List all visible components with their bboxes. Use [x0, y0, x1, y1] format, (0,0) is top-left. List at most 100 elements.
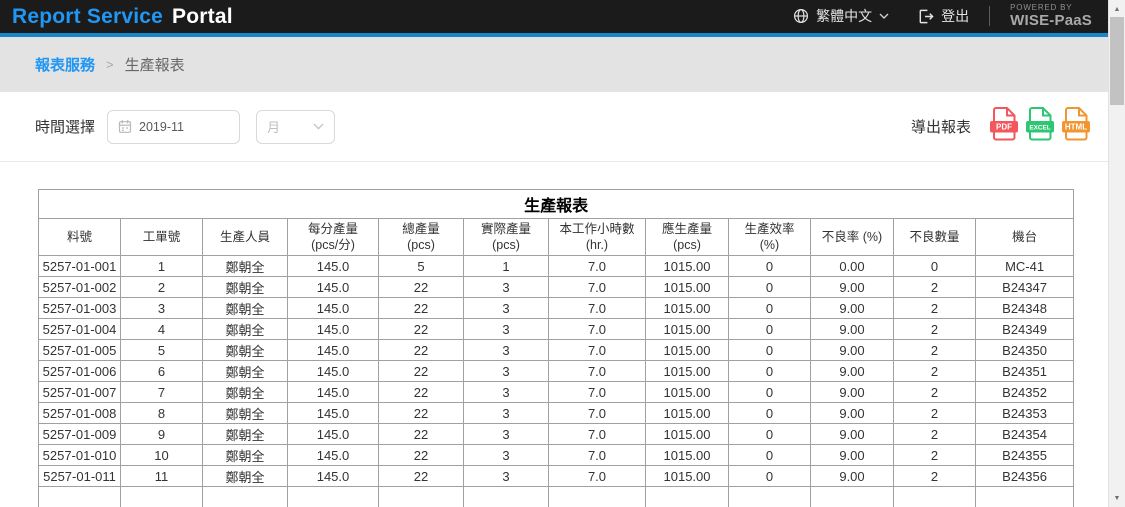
table-cell: 2: [893, 339, 976, 361]
table-cell: [893, 486, 976, 507]
brand-primary: Report Service: [12, 4, 164, 28]
table-cell: 1015.00: [645, 318, 729, 340]
table-cell: 5: [378, 255, 464, 277]
table-cell: 0: [728, 423, 811, 445]
table-cell: 鄭朝全: [202, 423, 288, 445]
table-cell: 7.0: [548, 381, 646, 403]
table-cell: B24354: [974, 423, 1075, 445]
top-bar-right: 繁體中文 登出 POWERED BY WIS: [793, 4, 1098, 28]
period-select[interactable]: 月: [256, 109, 336, 144]
table-cell: 2: [893, 381, 976, 403]
table-cell: 0: [728, 318, 811, 340]
column-header: 工單號: [120, 218, 203, 256]
column-header: 實際產量 (pcs): [463, 218, 549, 256]
table-cell: 1015.00: [645, 465, 729, 487]
scroll-down-button[interactable]: ▼: [1113, 494, 1121, 502]
report-table-container: 生產報表 料號 工單號 生產人員 每分產量 (pcs/分) 總產量 (pcs) 實際產量 …: [0, 162, 1108, 507]
table-cell: 3: [463, 465, 549, 487]
table-row: 5257-01-005 5 鄭朝全 145.0 22 3 7.0 1015.00 0 9.00 2 B…: [38, 339, 1075, 361]
table-cell: 5257-01-007: [38, 381, 121, 403]
table-cell: 22: [378, 318, 464, 340]
export-excel-button[interactable]: EXCEL: [1025, 107, 1055, 141]
table-cell: 6: [120, 360, 203, 382]
table-cell: 9.00: [810, 297, 894, 319]
table-cell: 7.0: [548, 360, 646, 382]
table-cell: 7.0: [548, 276, 646, 298]
column-header: 機台: [974, 218, 1075, 256]
column-header: 總產量 (pcs): [378, 218, 464, 256]
table-header-row: 料號 工單號 生產人員 每分產量 (pcs/分) 總產量 (pcs) 實際產量 (pcs)…: [38, 218, 1075, 256]
table-cell: 2: [893, 444, 976, 466]
table-cell: 0: [893, 255, 976, 277]
brand-secondary: Portal: [172, 4, 233, 28]
date-picker-input[interactable]: 2019-11: [107, 109, 241, 144]
table-cell: 145.0: [287, 444, 379, 466]
breadcrumb-parent-link[interactable]: 報表服務: [35, 57, 96, 74]
column-header: 生產人員: [202, 218, 288, 256]
filter-bar: 時間選擇 2019-11 月: [0, 92, 1108, 161]
language-selector[interactable]: 繁體中文: [793, 6, 889, 26]
time-filter-group: 時間選擇 2019-11 月: [35, 109, 336, 144]
scroll-up-button[interactable]: ▲: [1113, 5, 1121, 13]
scrollbar[interactable]: ▲ ▼: [1108, 0, 1125, 507]
top-bar: Report Service Portal 繁體中文: [0, 0, 1108, 37]
table-cell: 3: [463, 444, 549, 466]
table-cell: B24351: [974, 360, 1075, 382]
powered-by-line2: WISE-PaaS: [1010, 11, 1092, 29]
table-cell: 0: [728, 381, 811, 403]
breadcrumb-current: 生產報表: [124, 57, 185, 74]
table-title: 生產報表: [37, 189, 1075, 219]
header-divider: [989, 6, 991, 27]
export-pdf-button[interactable]: PDF: [989, 107, 1019, 141]
powered-by: POWERED BY WISE-PaaS: [1010, 4, 1098, 29]
table-cell: [202, 486, 288, 507]
table-cell: 3: [463, 318, 549, 340]
table-cell: 5257-01-010: [38, 444, 121, 466]
table-cell: 8: [120, 402, 203, 424]
svg-text:EXCEL: EXCEL: [1029, 125, 1050, 132]
table-cell: [287, 486, 379, 507]
table-cell: 2: [893, 297, 976, 319]
table-cell: 鄭朝全: [202, 444, 288, 466]
table-cell: 7: [120, 381, 203, 403]
table-row: 5257-01-006 6 鄭朝全 145.0 22 3 7.0 1015.00 0 9.00 2 B…: [38, 360, 1075, 382]
table-title-row: 生產報表: [37, 189, 1075, 219]
table-cell: 鄭朝全: [202, 465, 288, 487]
calendar-icon: [118, 119, 132, 134]
table-cell: 5257-01-011: [38, 465, 121, 487]
table-cell: 5257-01-002: [38, 276, 121, 298]
scroll-thumb[interactable]: [1110, 17, 1124, 105]
table-cell: B24348: [974, 297, 1075, 319]
table-cell: 5257-01-008: [38, 402, 121, 424]
logout-button[interactable]: 登出: [917, 6, 969, 26]
table-cell: 145.0: [287, 276, 379, 298]
table-cell: 22: [378, 276, 464, 298]
table-cell: 0.00: [810, 255, 894, 277]
table-cell: 22: [378, 423, 464, 445]
table-cell: 2: [893, 318, 976, 340]
export-group: 導出報表 PDF EXCEL HTML: [911, 107, 1091, 146]
table-cell: 3: [463, 360, 549, 382]
table-cell: 145.0: [287, 255, 379, 277]
table-cell: 3: [463, 339, 549, 361]
time-select-label: 時間選擇: [35, 119, 96, 136]
column-header: 每分產量 (pcs/分): [287, 218, 379, 256]
export-html-button[interactable]: HTML: [1061, 107, 1091, 141]
table-cell: 0: [728, 465, 811, 487]
table-cell: 1: [463, 255, 549, 277]
table-cell: 22: [378, 339, 464, 361]
table-cell: 3: [463, 381, 549, 403]
table-cell: 145.0: [287, 318, 379, 340]
svg-text:PDF: PDF: [996, 123, 1012, 132]
table-cell: 3: [463, 297, 549, 319]
table-cell: [378, 486, 464, 507]
table-cell: 9.00: [810, 423, 894, 445]
table-cell: 7.0: [548, 255, 646, 277]
table-cell: 鄭朝全: [202, 276, 288, 298]
table-cell: B24350: [974, 339, 1075, 361]
table-cell: 鄭朝全: [202, 297, 288, 319]
table-cell: 0: [728, 360, 811, 382]
table-body: 5257-01-001 1 鄭朝全 145.0 5 1 7.0 1015.00 0 0.00 0 MC…: [38, 255, 1075, 507]
table-cell: 2: [893, 276, 976, 298]
